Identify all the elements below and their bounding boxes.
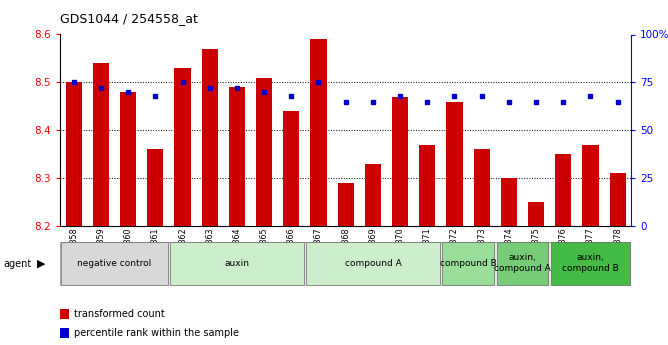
Bar xyxy=(365,164,381,226)
Bar xyxy=(120,92,136,226)
Bar xyxy=(256,78,273,226)
Bar xyxy=(170,243,303,285)
Bar xyxy=(283,111,299,226)
Bar xyxy=(337,183,354,226)
Text: auxin,
compound B: auxin, compound B xyxy=(562,253,619,273)
Bar xyxy=(609,173,626,226)
Bar xyxy=(501,178,517,226)
Text: negative control: negative control xyxy=(77,258,152,267)
Bar xyxy=(528,202,544,226)
Text: transformed count: transformed count xyxy=(74,309,165,319)
Text: compound B: compound B xyxy=(440,258,496,267)
Text: ▶: ▶ xyxy=(37,259,45,269)
Bar xyxy=(582,145,599,226)
Bar xyxy=(311,39,327,226)
Text: percentile rank within the sample: percentile rank within the sample xyxy=(74,328,239,338)
Bar xyxy=(474,149,490,226)
Bar xyxy=(496,243,548,285)
Bar xyxy=(446,101,463,226)
Bar xyxy=(419,145,436,226)
Bar xyxy=(228,87,245,226)
Bar xyxy=(147,149,164,226)
Text: agent: agent xyxy=(3,259,31,269)
Text: compound A: compound A xyxy=(345,258,401,267)
Bar xyxy=(174,68,190,226)
Bar xyxy=(61,243,168,285)
Bar xyxy=(392,97,408,226)
Bar xyxy=(306,243,440,285)
Bar xyxy=(442,243,494,285)
Bar xyxy=(93,63,109,226)
Bar xyxy=(65,82,82,226)
Text: auxin,
compound A: auxin, compound A xyxy=(494,253,551,273)
Text: GDS1044 / 254558_at: GDS1044 / 254558_at xyxy=(60,12,198,25)
Bar xyxy=(202,49,218,226)
Text: auxin: auxin xyxy=(224,258,249,267)
Bar xyxy=(555,154,571,226)
Bar xyxy=(551,243,630,285)
